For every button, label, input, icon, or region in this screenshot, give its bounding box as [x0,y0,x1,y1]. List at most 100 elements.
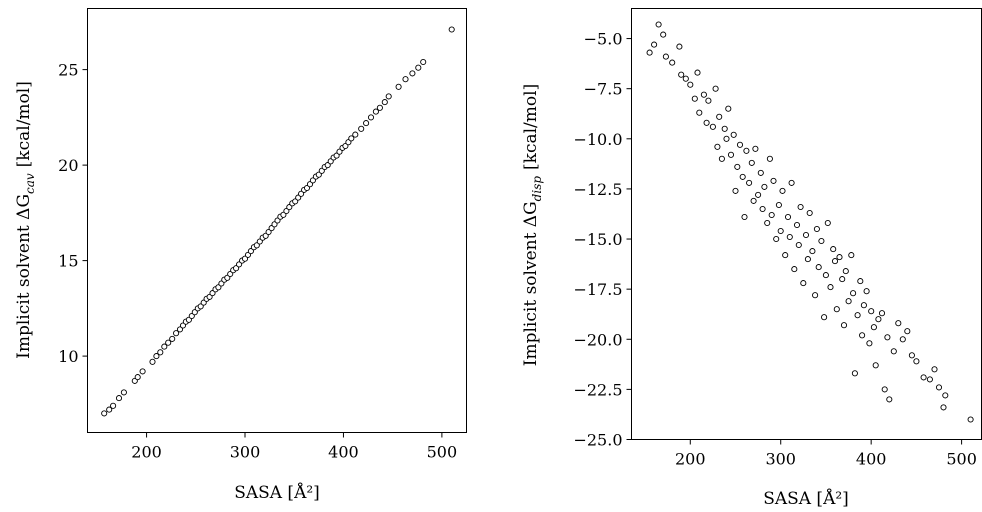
data-point [757,169,764,176]
data-point [791,266,798,273]
y-tick-label: −7.5 [584,80,623,99]
x-tick-label: 400 [328,443,359,462]
data-point [802,231,810,239]
data-point [818,237,825,245]
x-tick-label: 300 [230,443,261,462]
x-tick-label: 400 [856,450,887,469]
data-point [940,404,947,411]
data-point [797,203,804,211]
y-tick-label: −25.0 [573,431,622,450]
y-tick-label: −20.0 [573,330,622,349]
data-point [842,268,849,275]
data-point [669,59,676,66]
data-points-right [646,21,974,423]
data-point [283,207,290,215]
y-tick-label: −12.5 [573,180,622,199]
data-point [935,384,943,391]
data-point [176,326,184,333]
data-point [788,179,795,186]
x-tick-label: 500 [946,450,977,469]
data-point [908,352,915,359]
data-point [743,147,750,154]
data-point [395,83,402,90]
panel-dispersion: 200 300 400 500 −5.0 −7.5 −10.0 −12.5 −15.0 −17.… [521,8,982,509]
data-point [775,201,782,209]
data-point [372,108,379,115]
data-point [831,258,839,265]
data-point [926,376,933,383]
data-point [824,219,831,227]
data-point [402,76,409,83]
data-point [821,314,828,321]
y-tick-label: 15 [58,252,78,271]
data-point [839,276,846,283]
data-point [703,119,710,126]
data-point [153,353,160,360]
data-point [875,316,882,323]
data-point [795,241,802,249]
data-point [139,368,146,375]
y-axis-label-left: Implicit solvent ΔGcav [kcal/mol] [14,81,37,359]
data-point [860,302,867,309]
y-axis-label-right-unit: [kcal/mol] [521,84,541,170]
y-tick-label: 20 [58,156,78,175]
data-point [161,343,168,350]
data-point [730,131,737,138]
data-point [725,105,732,112]
data-point [714,143,721,150]
data-point [169,335,176,342]
data-point [812,292,819,299]
data-point [813,225,820,233]
data-point [385,93,392,100]
data-point [691,95,698,102]
data-point [899,336,906,343]
data-point [920,374,927,381]
data-point [895,320,902,327]
data-point [101,410,108,417]
y-tick-label: −22.5 [573,380,622,399]
data-point [859,332,866,339]
data-point [736,141,744,148]
data-point [766,155,773,162]
data-point [746,179,753,186]
data-point [676,43,683,50]
data-point [890,348,897,355]
data-point [732,187,739,194]
data-point [682,75,689,82]
data-point [298,190,305,197]
data-point [110,402,117,409]
data-point [712,85,719,92]
y-axis-label-right-sub: disp [530,176,544,202]
data-point [687,81,694,88]
y-tick-label: −17.5 [573,280,622,299]
data-point [931,366,938,373]
data-point [872,362,879,369]
data-point [884,334,891,341]
x-axis-label-left: SASA [Å²] [234,482,320,503]
data-point [854,312,861,319]
data-point [777,227,784,235]
data-point [868,308,875,315]
data-point [786,233,793,241]
data-point [660,31,667,38]
data-point [265,228,272,236]
y-axis-label-left-unit: [kcal/mol] [14,81,34,167]
y-tick-label: 25 [58,61,78,80]
data-point [881,386,888,393]
data-point [120,389,127,396]
data-point [646,49,653,56]
x-tick-label: 500 [427,443,458,462]
y-axis-label-left-main: Implicit solvent ΔG [14,194,34,359]
data-point [870,324,877,331]
data-point [815,264,822,271]
data-point [804,256,811,263]
data-point [376,104,383,111]
data-point [723,135,730,142]
data-point [700,91,707,98]
data-point [448,26,455,33]
plot-area-right: 200 300 400 500 −5.0 −7.5 −10.0 −12.5 −15.0 −17.… [573,8,982,469]
y-tick-label: −15.0 [573,230,622,249]
data-point [709,123,716,130]
data-point [173,330,180,337]
